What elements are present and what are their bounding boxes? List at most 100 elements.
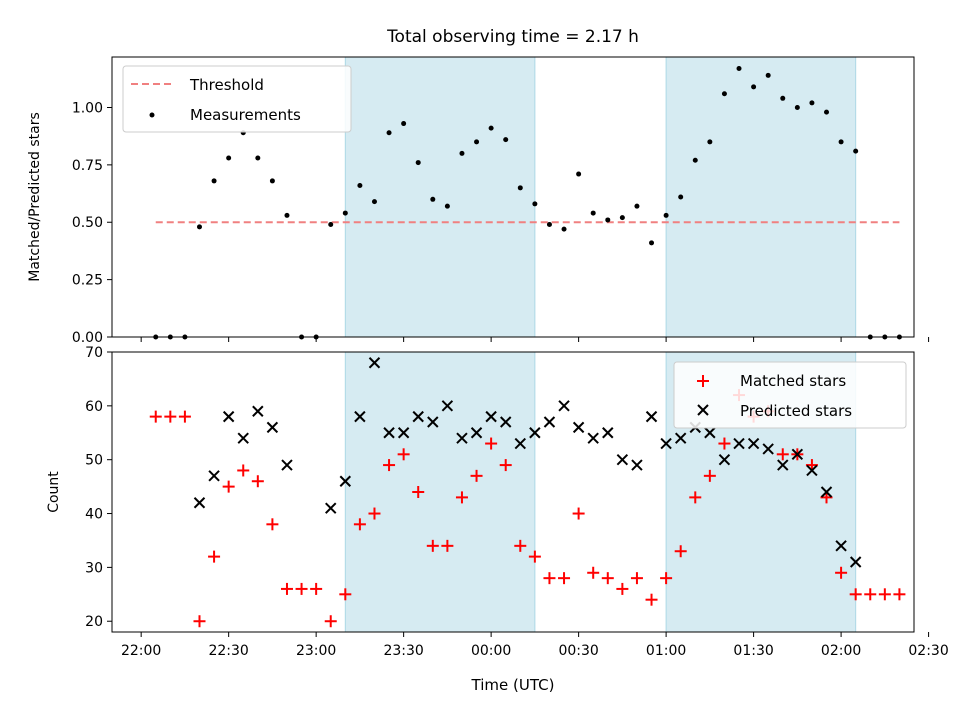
predicted-star-point xyxy=(820,486,833,498)
matched-star-point xyxy=(645,593,658,606)
legend-predicted-swatch xyxy=(697,404,709,416)
x-tick-label: 00:30 xyxy=(558,643,598,659)
matched-star-point xyxy=(353,518,366,531)
measurement-point xyxy=(619,215,625,221)
matched-star-point xyxy=(703,469,716,482)
matched-star-point xyxy=(660,572,673,585)
measurement-point xyxy=(780,95,786,101)
predicted-star-point xyxy=(572,421,585,434)
predicted-star-point xyxy=(441,400,454,412)
predicted-star-point xyxy=(849,556,862,568)
bottom-axes-frame xyxy=(111,351,915,633)
matched-star-point xyxy=(601,572,614,585)
measurement-point xyxy=(284,212,290,218)
matched-star-point xyxy=(383,459,396,472)
measurement-point xyxy=(605,217,611,223)
predicted-star-point xyxy=(704,427,716,439)
matched-star-point xyxy=(572,507,585,520)
predicted-star-point xyxy=(514,437,526,450)
predicted-star-point xyxy=(281,459,293,471)
top-shaded-interval-1 xyxy=(665,56,857,338)
measurement-point xyxy=(576,171,582,177)
predicted-star-point xyxy=(266,421,279,434)
predicted-star-point xyxy=(325,502,337,514)
legend-matched-swatch xyxy=(697,375,709,387)
measurement-point xyxy=(357,183,363,189)
matched-star-point xyxy=(528,550,541,563)
measurement-point xyxy=(765,72,771,78)
matched-star-point xyxy=(776,448,789,461)
measurement-point xyxy=(532,201,538,207)
measurement-point xyxy=(415,160,421,166)
predicted-star-point xyxy=(806,464,818,477)
measurement-point xyxy=(342,210,348,216)
x-tick-label: 02:30 xyxy=(908,643,948,659)
measurement-point xyxy=(401,121,407,127)
bot-shaded-interval-0 xyxy=(344,351,536,633)
measurement-point xyxy=(634,203,640,209)
matched-star-point xyxy=(397,448,410,461)
legend-matched-label: Matched stars xyxy=(740,372,846,390)
top-legend-box xyxy=(122,65,352,133)
measurement-point xyxy=(809,100,815,106)
predicted-star-point xyxy=(645,410,658,423)
measurement-point xyxy=(707,139,713,145)
top-legend: Threshold Measurements xyxy=(122,65,352,133)
matched-star-point xyxy=(835,566,848,579)
legend-threshold-label: Threshold xyxy=(189,76,264,94)
bottom-y-axis-label: Count xyxy=(46,471,62,513)
legend-measurements-label: Measurements xyxy=(190,106,301,124)
x-tick-label: 23:30 xyxy=(383,643,423,659)
measurement-point xyxy=(269,178,275,184)
matched-star-point xyxy=(864,588,877,601)
measurement-point xyxy=(824,109,830,115)
x-tick-label: 00:00 xyxy=(471,643,511,659)
predicted-star-point xyxy=(456,432,468,444)
measurement-point xyxy=(663,212,669,218)
predicted-star-point xyxy=(470,427,483,439)
matched-star-point xyxy=(324,615,337,628)
chart-title: Total observing time = 2.17 h xyxy=(386,27,639,47)
matched-star-point xyxy=(251,475,264,488)
predicted-star-point xyxy=(747,437,760,450)
matched-star-point xyxy=(237,464,250,477)
x-tick-label: 23:00 xyxy=(296,643,336,659)
matched-star-point xyxy=(485,437,498,450)
top-panel: 0.00 0.25 0.50 0.75 1.00 Matched/Predicted s… xyxy=(27,56,930,346)
measurement-point xyxy=(751,84,757,90)
matched-star-point xyxy=(718,437,731,450)
x-tick-label: 22:30 xyxy=(208,643,248,659)
predicted-star-point xyxy=(222,410,235,423)
predicted-star-point xyxy=(674,432,687,444)
predicted-star-point xyxy=(500,416,512,428)
measurement-point xyxy=(386,130,392,136)
top-shaded-interval-0 xyxy=(344,56,536,338)
predicted-star-point xyxy=(777,459,789,471)
measurement-point xyxy=(546,222,552,228)
predicted-star-point xyxy=(252,405,264,417)
measurement-point xyxy=(488,125,494,131)
predicted-star-point xyxy=(733,437,745,450)
matched-star-point xyxy=(426,539,439,552)
measurement-point xyxy=(838,139,844,145)
measurement-point xyxy=(692,157,698,163)
x-tick-label: 22:00 xyxy=(121,643,161,659)
predicted-star-point xyxy=(354,410,366,423)
matched-star-point xyxy=(193,615,206,628)
x-axis-label: Time (UTC) xyxy=(471,676,555,694)
predicted-star-point xyxy=(368,357,381,369)
measurement-point xyxy=(590,210,596,216)
matched-star-point xyxy=(499,459,512,472)
measurement-point xyxy=(794,104,800,110)
predicted-star-point xyxy=(427,416,439,428)
predicted-star-point xyxy=(835,540,847,552)
measurement-point xyxy=(371,199,377,205)
measurement-point xyxy=(211,178,217,184)
matched-star-point xyxy=(455,491,468,504)
predicted-star-point xyxy=(631,459,643,471)
predicted-star-point xyxy=(237,432,249,444)
top-y-tick-label: 0.25 xyxy=(72,273,103,289)
predicted-star-point xyxy=(762,443,774,455)
bot-y-tick-label: 70 xyxy=(85,345,103,361)
